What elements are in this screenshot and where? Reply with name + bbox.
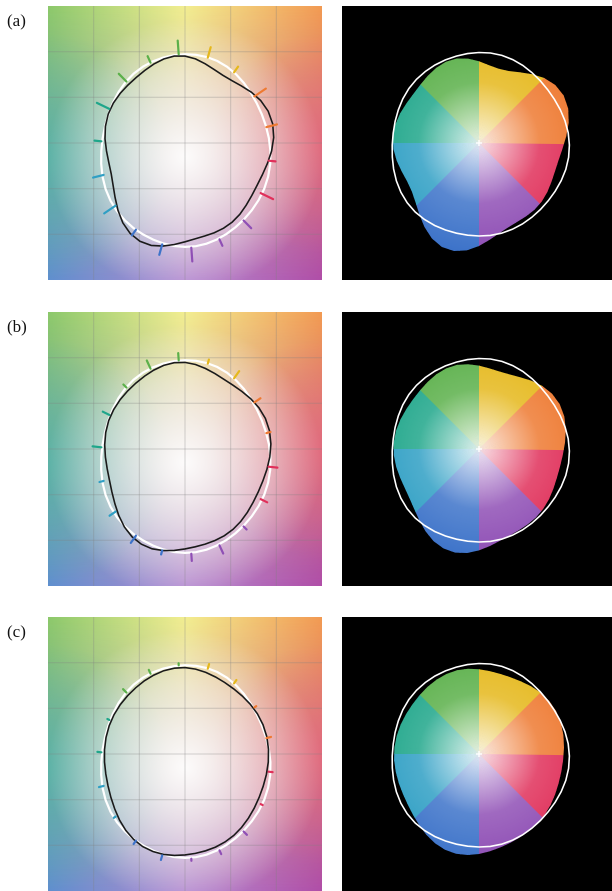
error-vectors: [96, 662, 274, 862]
white-point-glow: [48, 617, 322, 891]
error-vector: [218, 849, 223, 856]
hue-disk-panel: [342, 6, 612, 280]
error-vector: [158, 243, 164, 256]
error-vector: [206, 358, 210, 365]
hue-disk: [394, 668, 564, 855]
reference-gamut-outline: [391, 662, 571, 848]
error-vector: [259, 192, 275, 201]
reference-gamut-outline: [391, 357, 571, 543]
error-vector: [253, 705, 258, 709]
chromaticity-panel: [48, 312, 322, 586]
error-vector: [97, 784, 105, 789]
error-vector: [267, 159, 277, 163]
white-point-marker: [476, 140, 482, 146]
error-vectors: [91, 39, 278, 263]
error-vector: [106, 717, 111, 722]
error-vector: [190, 246, 194, 263]
error-vector: [233, 369, 241, 380]
grid: [48, 617, 322, 891]
white-point-marker: [476, 751, 482, 757]
error-vector: [176, 39, 180, 56]
hue-disk-plot: [342, 617, 612, 891]
chromaticity-plot: [48, 6, 322, 280]
error-vector: [93, 139, 103, 143]
measured-gamut-outline: [103, 666, 270, 857]
error-vector: [265, 735, 273, 740]
error-vector: [145, 359, 152, 370]
target-gamut-outline: [100, 53, 272, 249]
error-vector: [95, 101, 111, 111]
error-vector: [130, 228, 138, 237]
error-vector: [242, 830, 248, 836]
error-vector: [121, 688, 128, 694]
error-vectors: [91, 351, 279, 562]
error-vector: [259, 498, 269, 504]
error-vector: [147, 668, 152, 675]
row-label: (b): [7, 317, 27, 336]
error-vector: [267, 465, 279, 469]
error-vector: [177, 351, 180, 362]
error-vector: [122, 383, 128, 389]
error-vector: [265, 430, 272, 435]
chromaticity-plot: [48, 617, 322, 891]
measured-gamut-outline: [103, 361, 272, 552]
error-vector: [91, 173, 105, 179]
error-vector: [132, 839, 138, 846]
error-vector: [242, 525, 248, 531]
target-gamut-outline: [100, 664, 272, 860]
measured-gamut-outline: [104, 55, 275, 247]
error-vector: [103, 204, 117, 215]
error-vector: [233, 678, 238, 685]
hue-disk-plot: [342, 312, 612, 586]
error-vector: [265, 123, 278, 129]
white-point-glow: [48, 312, 322, 586]
error-vector: [117, 72, 128, 83]
hue-disk-plot: [342, 6, 612, 280]
error-vector: [259, 803, 264, 807]
chromaticity-plot: [48, 312, 322, 586]
hue-disk-panel: [342, 617, 612, 891]
error-vector: [190, 552, 193, 562]
grid: [48, 312, 322, 586]
row-label: (a): [7, 11, 26, 30]
error-vector: [146, 55, 152, 64]
hue-disk-panel: [342, 312, 612, 586]
error-vector: [233, 65, 240, 74]
error-vector: [218, 544, 225, 555]
error-vector: [108, 510, 117, 517]
grid: [48, 6, 322, 280]
error-vector: [253, 87, 267, 98]
error-vector: [206, 46, 212, 59]
error-vector: [112, 815, 117, 819]
chromaticity-panel: [48, 6, 322, 280]
chromaticity-panel: [48, 617, 322, 891]
white-point-glow: [48, 6, 322, 280]
error-vector: [206, 662, 211, 670]
error-vector: [218, 238, 224, 247]
error-vector: [159, 854, 164, 861]
error-vector: [159, 549, 164, 556]
error-vector: [242, 219, 253, 230]
row-label: (c): [7, 622, 26, 641]
reference-gamut-outline: [391, 51, 571, 237]
error-vector: [98, 479, 105, 484]
white-point-marker: [476, 446, 482, 452]
target-gamut-outline: [100, 359, 272, 555]
error-vector: [101, 410, 111, 417]
error-vector: [253, 397, 262, 404]
error-vector: [129, 534, 138, 544]
error-vector: [91, 445, 103, 449]
